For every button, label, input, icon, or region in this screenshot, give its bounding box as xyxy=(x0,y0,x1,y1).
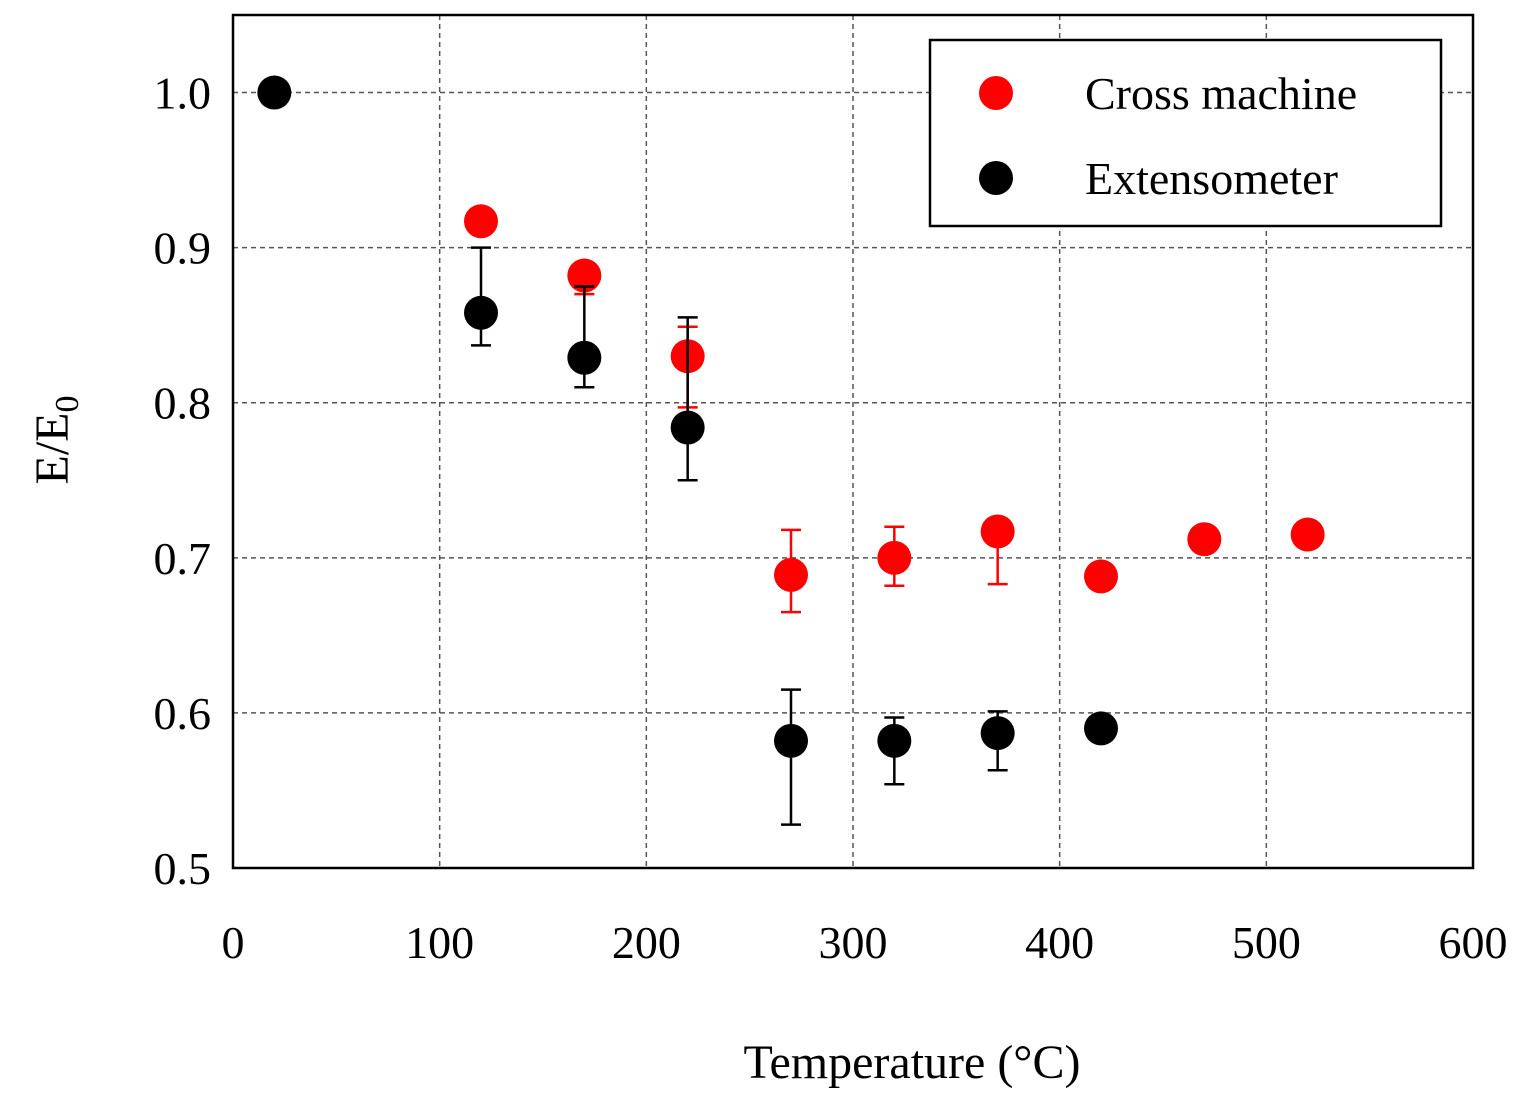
data-point xyxy=(877,540,912,575)
y-axis-label-subscript: 0 xyxy=(49,396,86,413)
data-point xyxy=(1290,517,1325,552)
data-point xyxy=(980,514,1015,549)
legend-label: Extensometer xyxy=(1085,153,1338,204)
legend-marker xyxy=(979,161,1013,195)
y-tick-label: 0.6 xyxy=(154,688,212,739)
x-tick-label: 300 xyxy=(819,917,888,968)
y-tick-label: 1.0 xyxy=(154,68,212,119)
x-tick-label: 600 xyxy=(1439,917,1508,968)
data-point xyxy=(1084,559,1118,594)
data-point xyxy=(464,204,498,239)
x-tick-label: 100 xyxy=(405,917,474,968)
x-tick-label: 200 xyxy=(612,917,681,968)
data-point xyxy=(877,723,912,758)
error-bar xyxy=(677,316,698,482)
data-point xyxy=(774,723,808,758)
legend-label: Cross machine xyxy=(1085,68,1357,119)
y-tick-label: 0.5 xyxy=(154,843,212,894)
data-point xyxy=(670,410,705,445)
y-axis-label-main: E/E xyxy=(26,413,79,485)
data-point xyxy=(257,75,292,110)
legend-box xyxy=(928,38,1443,228)
data-point xyxy=(1187,522,1222,557)
data-point xyxy=(567,258,602,293)
data-point xyxy=(980,716,1015,751)
x-tick-label: 500 xyxy=(1232,917,1301,968)
plot-frame xyxy=(231,13,1475,870)
y-tick-label: 0.7 xyxy=(154,533,212,584)
y-tick-label: 0.9 xyxy=(154,223,212,274)
x-axis-label: Temperature (°C) xyxy=(743,1036,1080,1089)
data-point xyxy=(774,557,808,592)
y-tick-label: 0.8 xyxy=(154,378,212,429)
legend-marker xyxy=(979,76,1013,110)
data-point xyxy=(464,295,498,330)
y-axis-label: E/E0 xyxy=(26,396,86,485)
x-tick-label: 0 xyxy=(222,917,245,968)
data-point xyxy=(567,340,602,375)
x-tick-label: 400 xyxy=(1025,917,1094,968)
data-point xyxy=(1084,711,1118,746)
